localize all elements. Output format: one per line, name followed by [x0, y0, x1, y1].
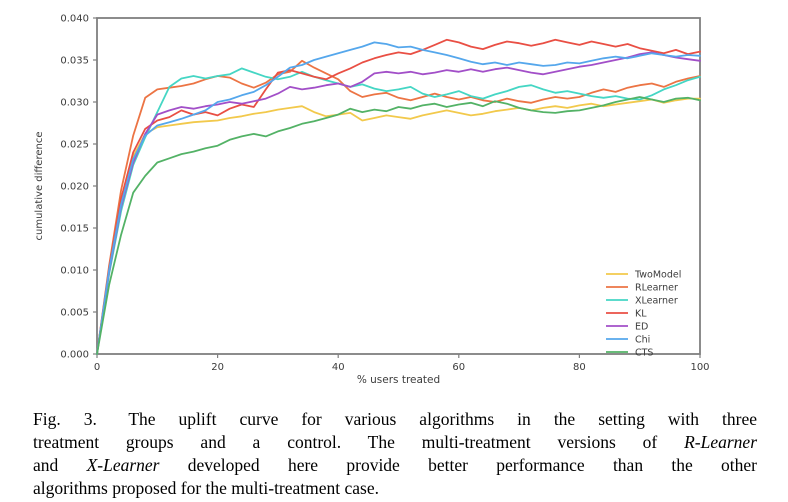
uplift-chart: 0.000 0.005 0.010 0.015 0.020 0.025 0.030 0.035…	[34, 14, 710, 387]
y-tick-label: 0.000	[60, 350, 89, 361]
series-line-XLearner	[96, 67, 701, 355]
y-tick-label: 0.040	[60, 14, 89, 25]
series-line-CTS	[96, 96, 701, 355]
caption-emphasis: R-Learner	[684, 432, 757, 452]
caption-text: Fig. 3. The uplift curve for various alg…	[33, 409, 757, 429]
caption-emphasis: X-Learner	[86, 455, 160, 475]
x-tick-label: 80	[573, 362, 586, 373]
x-tick-label: 20	[211, 362, 224, 373]
series-line-TwoModel	[96, 97, 701, 355]
y-tick-label: 0.025	[60, 140, 89, 151]
series-line-Chi	[96, 41, 701, 355]
figure-caption: Fig. 3. The uplift curve for various alg…	[33, 408, 757, 500]
plot-frame	[96, 17, 701, 355]
y-tick-label: 0.035	[60, 56, 89, 67]
y-tick-label: 0.015	[60, 224, 89, 235]
caption-text: developed here provide better performanc…	[159, 455, 757, 475]
series-line-ED	[96, 51, 701, 355]
series-line-KL	[96, 38, 701, 355]
caption-line: algorithms proposed for the multi-treatm…	[33, 477, 757, 500]
y-tick-label: 0.010	[60, 266, 89, 277]
caption-text: treatment groups and a control. The mult…	[33, 432, 685, 452]
series-line-RLearner	[96, 59, 701, 355]
legend-label-XLearner: XLearner	[635, 296, 678, 307]
legend-label-Chi: Chi	[635, 335, 650, 346]
y-tick-label: 0.020	[60, 182, 89, 193]
caption-line: and X-Learner developed here provide bet…	[33, 454, 757, 477]
legend-label-ED: ED	[635, 322, 648, 333]
legend-label-KL: KL	[635, 309, 647, 320]
x-tick-label: 0	[94, 362, 100, 373]
x-tick-label: 40	[332, 362, 345, 373]
y-axis-label: cumulative difference	[34, 132, 45, 241]
x-tick-label: 100	[690, 362, 709, 373]
caption-text: algorithms proposed for the multi-treatm…	[33, 478, 380, 498]
x-tick-label: 60	[452, 362, 465, 373]
caption-text: and	[33, 455, 87, 475]
y-tick-label: 0.005	[60, 308, 89, 319]
y-tick-label: 0.030	[60, 98, 89, 109]
legend-label-TwoModel: TwoModel	[634, 270, 681, 281]
x-axis-label: % users treated	[357, 374, 440, 386]
legend-label-CTS: CTS	[635, 348, 653, 359]
legend-label-RLearner: RLearner	[635, 283, 678, 294]
caption-line: Fig. 3. The uplift curve for various alg…	[33, 408, 757, 431]
caption-line: treatment groups and a control. The mult…	[33, 431, 757, 454]
